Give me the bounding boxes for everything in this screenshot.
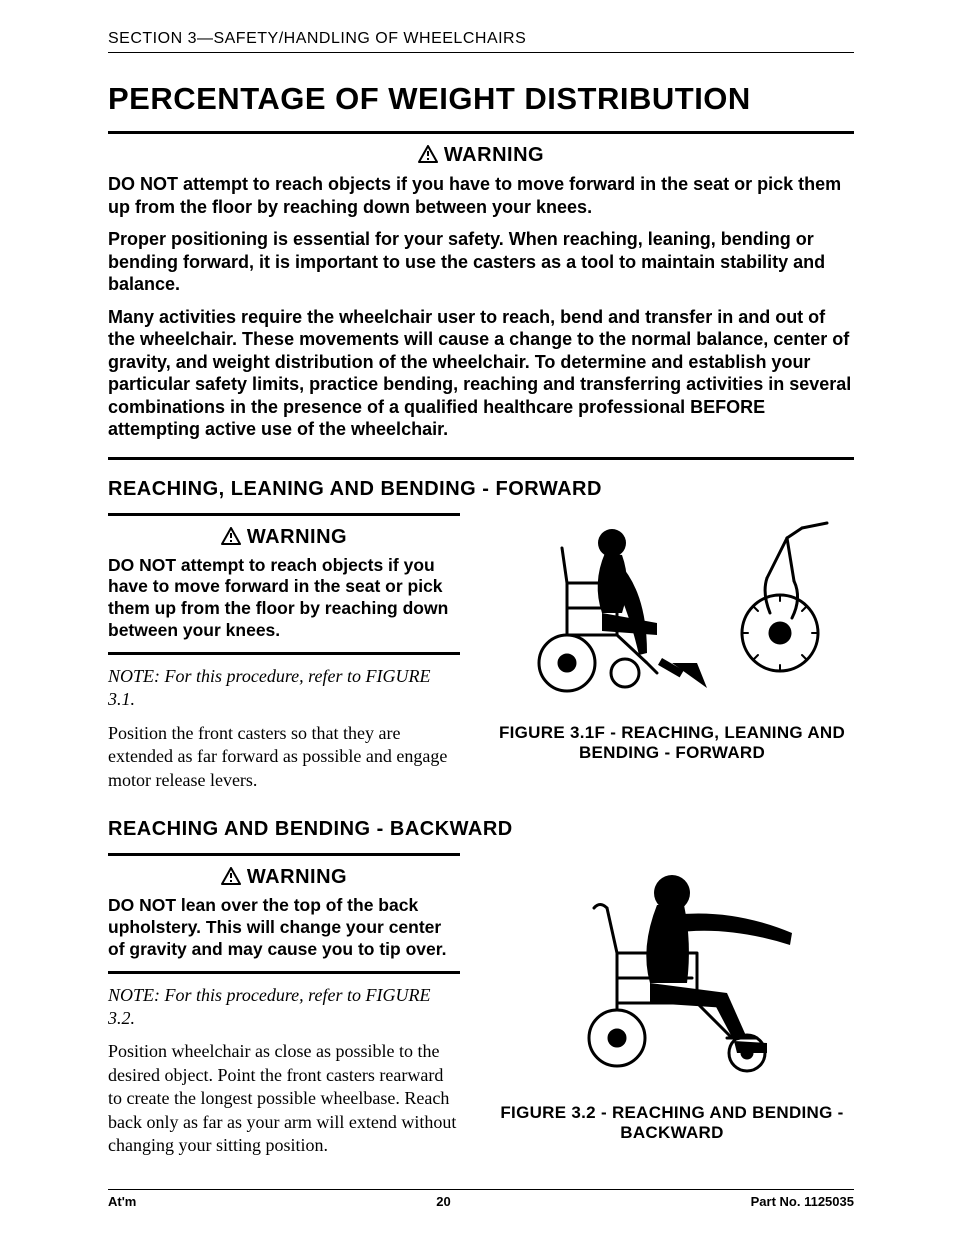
footer-right: Part No. 1125035 [751, 1194, 854, 1209]
body-backward: Position wheelchair as close as possible… [108, 1040, 460, 1157]
figure-backward-illustration [522, 853, 822, 1093]
rule-thick [108, 853, 460, 856]
warning-label: WARNING [247, 866, 347, 888]
warning-heading-backward: WARNING [108, 866, 460, 891]
warning-body-main: DO NOT attempt to reach objects if you h… [108, 173, 854, 441]
col-right-forward: FIGURE 3.1F - REACHING, LEANING AND BEND… [490, 513, 854, 763]
col-right-backward: FIGURE 3.2 - REACHING AND BENDING - BACK… [490, 853, 854, 1143]
warning-heading-forward: WARNING [108, 526, 460, 551]
figure-caption-backward: FIGURE 3.2 - REACHING AND BENDING - BACK… [490, 1103, 854, 1143]
note-backward: NOTE: For this procedure, refer to FIGUR… [108, 984, 460, 1031]
footer-page-number: 20 [436, 1194, 450, 1209]
rule-thick [108, 513, 460, 516]
warning-heading-main: WARNING [108, 144, 854, 169]
warning-body-backward: DO NOT lean over the top of the back uph… [108, 895, 460, 961]
warning-label: WARNING [444, 144, 544, 166]
warning-body-forward: DO NOT attempt to reach objects if you h… [108, 555, 460, 643]
figure-forward-illustration [507, 513, 837, 713]
warning-para: Many activities require the wheelchair u… [108, 306, 854, 441]
col-left-backward: WARNING DO NOT lean over the top of the … [108, 853, 460, 1165]
rule-thick [108, 652, 460, 655]
col-left-forward: WARNING DO NOT attempt to reach objects … [108, 513, 460, 800]
warning-triangle-icon [418, 145, 438, 169]
row-backward: WARNING DO NOT lean over the top of the … [108, 853, 854, 1165]
page-footer: At'm 20 Part No. 1125035 [108, 1189, 854, 1209]
warning-label: WARNING [247, 526, 347, 548]
figure-caption-forward: FIGURE 3.1F - REACHING, LEANING AND BEND… [490, 723, 854, 763]
warning-para: Proper positioning is essential for your… [108, 228, 854, 296]
subsection-heading-forward: REACHING, LEANING AND BENDING - FORWARD [108, 478, 854, 501]
body-forward: Position the front casters so that they … [108, 722, 460, 792]
rule-thick [108, 131, 854, 134]
page-title: PERCENTAGE OF WEIGHT DISTRIBUTION [108, 81, 854, 117]
row-forward: WARNING DO NOT attempt to reach objects … [108, 513, 854, 800]
warning-para: DO NOT attempt to reach objects if you h… [108, 555, 460, 643]
running-header: SECTION 3—SAFETY/HANDLING OF WHEELCHAIRS [108, 30, 854, 53]
footer-left: At'm [108, 1194, 136, 1209]
note-forward: NOTE: For this procedure, refer to FIGUR… [108, 665, 460, 712]
warning-triangle-icon [221, 867, 241, 891]
warning-triangle-icon [221, 527, 241, 551]
subsection-heading-backward: REACHING AND BENDING - BACKWARD [108, 818, 854, 841]
warning-para: DO NOT attempt to reach objects if you h… [108, 173, 854, 218]
rule-thick [108, 971, 460, 974]
warning-para: DO NOT lean over the top of the back uph… [108, 895, 460, 961]
rule-thick [108, 457, 854, 460]
